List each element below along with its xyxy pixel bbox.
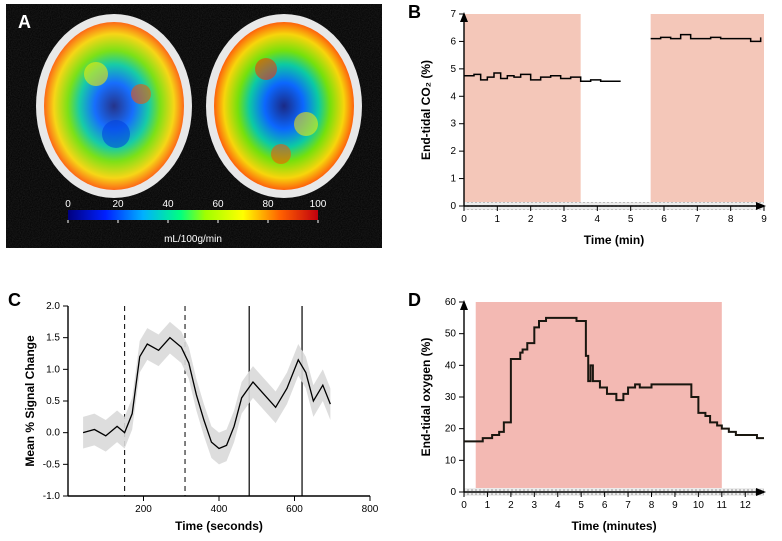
panel-a-colorbar-label: mL/100g/min (164, 234, 222, 245)
svg-text:0.0: 0.0 (46, 428, 60, 439)
svg-text:0: 0 (450, 201, 456, 212)
svg-text:1.0: 1.0 (46, 364, 60, 375)
svg-text:3: 3 (532, 500, 538, 511)
svg-text:2.0: 2.0 (46, 301, 60, 312)
panel-a-svg: A 0 20 40 60 80 100 mL/100g/min (6, 4, 382, 248)
svg-text:5: 5 (450, 64, 456, 75)
svg-text:30: 30 (445, 392, 457, 403)
svg-text:10: 10 (445, 455, 457, 466)
svg-text:9: 9 (761, 214, 767, 225)
panel-label: D (408, 290, 421, 310)
x-axis-label: Time (minutes) (571, 519, 656, 533)
svg-text:20: 20 (112, 199, 124, 210)
panel-b-svg: 0 1 2 3 4 5 6 7 8 9 0 1 2 3 4 5 6 7 Time (min) End-tidal CO… (406, 0, 776, 250)
svg-text:12: 12 (740, 500, 752, 511)
svg-text:60: 60 (212, 199, 224, 210)
svg-text:1: 1 (485, 500, 491, 511)
svg-text:4: 4 (595, 214, 601, 225)
panel-d-svg: 01234567891011120102030405060Time (minut… (406, 288, 776, 536)
svg-text:-0.5: -0.5 (43, 459, 61, 470)
panel-c: 200 400 600 800 -1.0 -0.5 0.0 0.5 1.0 1.5 2.0 Time … (6, 288, 382, 536)
svg-text:40: 40 (162, 199, 174, 210)
panel-b: 0 1 2 3 4 5 6 7 8 9 0 1 2 3 4 5 6 7 Time (min) End-tidal CO… (406, 0, 776, 250)
svg-text:7: 7 (450, 9, 456, 20)
svg-text:40: 40 (445, 360, 457, 371)
y-axis-label: End-tidal oxygen (%) (419, 338, 433, 457)
svg-text:0: 0 (461, 214, 467, 225)
shaded-region (476, 302, 722, 492)
panel-a-colorbar (68, 210, 318, 220)
svg-text:3: 3 (561, 214, 567, 225)
svg-text:2: 2 (508, 500, 514, 511)
x-axis-label: Time (min) (584, 233, 644, 247)
y-axis-label: Mean % Signal Change (23, 335, 37, 467)
svg-text:6: 6 (661, 214, 667, 225)
svg-text:6: 6 (602, 500, 608, 511)
svg-text:0.5: 0.5 (46, 396, 60, 407)
svg-text:1: 1 (495, 214, 501, 225)
svg-text:7: 7 (695, 214, 701, 225)
svg-text:1: 1 (450, 174, 456, 185)
svg-text:6: 6 (450, 36, 456, 47)
svg-text:60: 60 (445, 297, 457, 308)
svg-text:0: 0 (65, 199, 71, 210)
svg-text:50: 50 (445, 329, 457, 340)
svg-text:7: 7 (625, 500, 631, 511)
svg-text:100: 100 (310, 199, 327, 210)
panel-a: A 0 20 40 60 80 100 mL/100g/min (6, 4, 382, 248)
svg-text:5: 5 (628, 214, 634, 225)
svg-text:5: 5 (578, 500, 584, 511)
panel-label: C (8, 290, 21, 310)
svg-text:-1.0: -1.0 (43, 491, 61, 502)
svg-text:2: 2 (450, 146, 456, 157)
svg-text:20: 20 (445, 424, 457, 435)
panel-label: B (408, 2, 421, 22)
svg-text:80: 80 (262, 199, 274, 210)
panel-d: 01234567891011120102030405060Time (minut… (406, 288, 776, 536)
svg-text:1.5: 1.5 (46, 333, 60, 344)
svg-text:4: 4 (450, 91, 456, 102)
svg-text:10: 10 (693, 500, 705, 511)
svg-text:3: 3 (450, 119, 456, 130)
svg-text:8: 8 (649, 500, 655, 511)
svg-text:8: 8 (728, 214, 734, 225)
svg-text:4: 4 (555, 500, 561, 511)
svg-text:200: 200 (135, 504, 152, 515)
x-axis-label: Time (seconds) (175, 519, 263, 533)
y-axis-label: End-tidal CO₂ (%) (419, 60, 433, 160)
svg-text:400: 400 (211, 504, 228, 515)
svg-text:11: 11 (717, 500, 728, 511)
shaded-region (464, 14, 581, 206)
svg-text:0: 0 (461, 500, 467, 511)
panel-c-svg: 200 400 600 800 -1.0 -0.5 0.0 0.5 1.0 1.5 2.0 Time … (6, 288, 382, 536)
svg-text:9: 9 (672, 500, 678, 511)
svg-text:2: 2 (528, 214, 534, 225)
svg-text:600: 600 (286, 504, 303, 515)
svg-text:800: 800 (362, 504, 379, 515)
shaded-region (651, 14, 764, 206)
svg-text:0: 0 (450, 487, 456, 498)
panel-a-label: A (18, 12, 31, 32)
